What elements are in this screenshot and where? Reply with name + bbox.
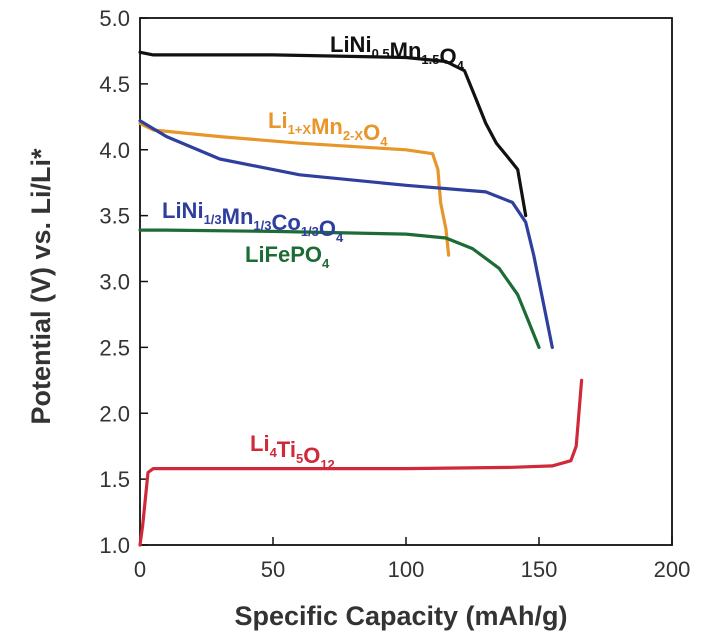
y-tick-label: 5.0 [99,6,130,31]
y-tick-label: 3.0 [99,270,130,295]
x-tick-label: 200 [654,557,691,582]
series-line-1 [138,121,451,257]
x-tick-label: 100 [388,557,425,582]
y-tick-label: 2.5 [99,335,130,360]
y-tick-label: 1.5 [99,467,130,492]
series-line-3 [138,228,541,349]
series-label-1: Li1+XMn2-XO4 [268,108,388,149]
x-axis-title: Specific Capacity (mAh/g) [234,601,567,631]
x-tick-label: 150 [521,557,558,582]
y-tick-label: 4.5 [99,72,130,97]
series-label-4: Li4Ti5O12 [250,431,335,472]
series-line-0 [138,50,528,218]
x-tick-label: 0 [134,557,146,582]
series-line-2 [138,119,554,349]
series-label-3: LiFePO4 [245,242,330,271]
series-label-2: LiNi1/3Mn1/3Co1/3O4 [162,198,344,245]
y-tick-label: 1.0 [99,533,130,558]
y-tick-label: 4.0 [99,138,130,163]
y-tick-label: 2.0 [99,401,130,426]
series-label-0: LiNi0.5Mn1.5O4 [330,32,465,73]
x-tick-label: 50 [261,557,285,582]
y-tick-label: 3.5 [99,204,130,229]
series-line-4 [138,378,584,547]
plot-frame [139,17,673,546]
y-axis-title: Potential (V) vs. Li/Li* [26,148,56,425]
